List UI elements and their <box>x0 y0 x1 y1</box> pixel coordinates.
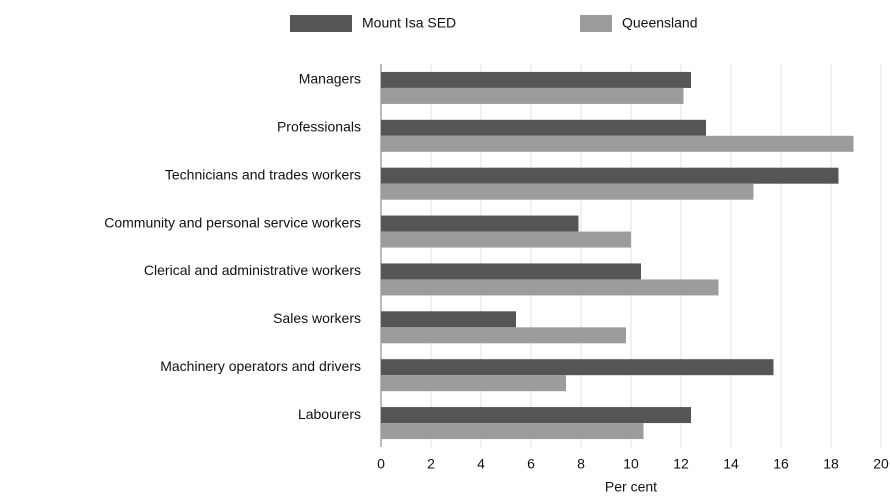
bar <box>381 135 854 152</box>
bar <box>381 375 566 392</box>
x-tick-label: 10 <box>623 456 639 472</box>
y-tick-label: Managers <box>299 71 361 87</box>
y-tick-label: Community and personal service workers <box>104 214 361 230</box>
x-tick-label: 12 <box>673 456 689 472</box>
bar <box>381 183 754 200</box>
x-tick-label: 2 <box>427 456 435 472</box>
x-tick-label: 6 <box>527 456 535 472</box>
y-tick-label: Professionals <box>277 119 361 135</box>
y-tick-label: Clerical and administrative workers <box>144 262 361 278</box>
bar <box>381 279 719 296</box>
y-tick-label: Machinery operators and drivers <box>160 358 361 374</box>
x-tick-label: 8 <box>577 456 585 472</box>
bar <box>381 407 691 424</box>
y-tick-label: Sales workers <box>273 310 361 326</box>
x-tick-label: 0 <box>377 456 385 472</box>
bar <box>381 71 691 88</box>
bar <box>381 359 774 376</box>
x-tick-label: 14 <box>723 456 739 472</box>
x-tick-label: 18 <box>823 456 839 472</box>
bar <box>381 423 644 440</box>
x-tick-label: 20 <box>873 456 889 472</box>
bar <box>381 167 839 184</box>
bar <box>381 215 579 232</box>
legend-label: Mount Isa SED <box>362 15 456 31</box>
x-axis-label: Per cent <box>605 479 657 495</box>
x-tick-label: 4 <box>477 456 485 472</box>
bar <box>381 311 516 328</box>
bar <box>381 263 641 280</box>
x-tick-label: 16 <box>773 456 789 472</box>
legend-swatch <box>290 15 352 32</box>
bar <box>381 231 631 248</box>
bar <box>381 87 684 104</box>
y-tick-label: Labourers <box>298 406 361 422</box>
y-tick-label: Technicians and trades workers <box>165 166 361 182</box>
bar <box>381 327 626 344</box>
legend-label: Queensland <box>622 15 698 31</box>
bar <box>381 119 706 136</box>
legend-swatch <box>580 15 612 32</box>
